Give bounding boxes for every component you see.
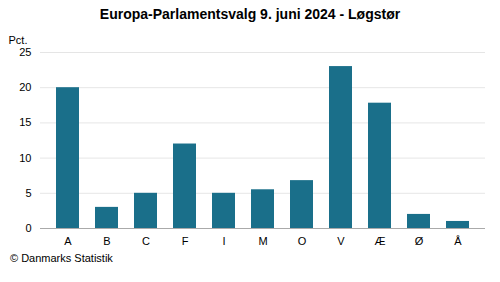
svg-text:A: A — [64, 235, 72, 247]
svg-text:0: 0 — [25, 222, 31, 234]
svg-text:F: F — [182, 235, 189, 247]
svg-text:20: 20 — [19, 81, 31, 93]
svg-text:M: M — [258, 235, 267, 247]
svg-text:15: 15 — [19, 116, 31, 128]
svg-text:25: 25 — [19, 46, 31, 58]
svg-text:10: 10 — [19, 152, 31, 164]
svg-text:Pct.: Pct. — [9, 34, 28, 46]
svg-text:I: I — [222, 235, 225, 247]
svg-text:C: C — [142, 235, 150, 247]
html-text:Europa-Parlamentsvalg 9. juni: Europa-Parlamentsvalg 9. juni 2024 - Løg… — [99, 6, 401, 22]
svg-text:Å: Å — [454, 235, 462, 247]
svg-text:V: V — [337, 235, 345, 247]
html-text:© Danmarks Statistik: © Danmarks Statistik — [10, 252, 113, 264]
svg-text:Æ: Æ — [375, 235, 386, 247]
svg-text:5: 5 — [25, 187, 31, 199]
svg-text:O: O — [298, 235, 307, 247]
svg-text:Ø: Ø — [415, 235, 424, 247]
svg-text:B: B — [103, 235, 110, 247]
